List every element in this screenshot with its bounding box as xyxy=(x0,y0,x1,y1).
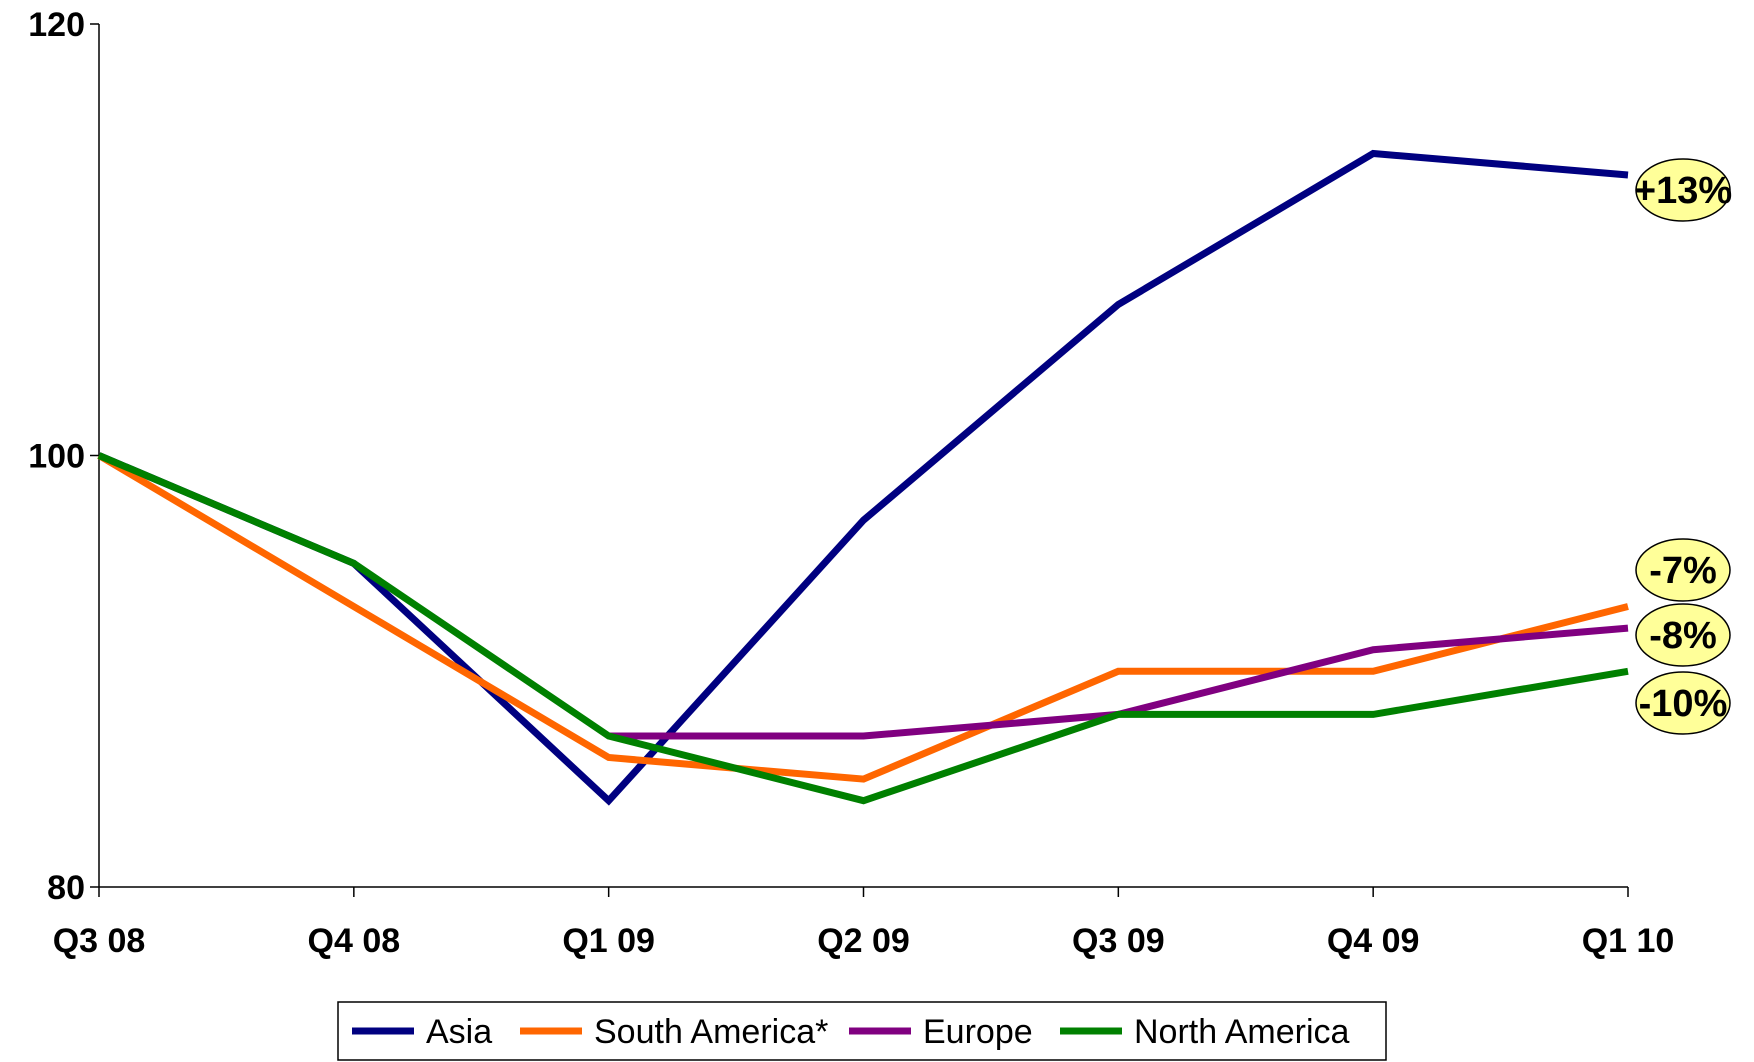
legend-label: Europe xyxy=(923,1013,1033,1051)
callout-0: +13% xyxy=(1634,158,1732,222)
callout-3: -10% xyxy=(1635,671,1731,735)
callout-ellipse xyxy=(1635,538,1731,602)
x-tick-label: Q2 09 xyxy=(817,922,910,960)
series-line-asia xyxy=(97,149,1629,806)
series-line-south-america xyxy=(97,452,1629,783)
callout-label: -7% xyxy=(1649,550,1717,592)
series-lines xyxy=(97,149,1629,806)
legend-label: Asia xyxy=(426,1013,492,1051)
series-line-north-america xyxy=(97,452,1629,805)
callout-1: -7% xyxy=(1635,538,1731,602)
callout-ellipse xyxy=(1635,603,1731,667)
end-callouts: +13% -7% -8% -10% xyxy=(1634,158,1732,735)
callout-ellipse xyxy=(1635,671,1731,735)
series-line-europe xyxy=(608,624,1629,740)
y-tick-label: 120 xyxy=(28,6,85,44)
x-tick-label: Q4 08 xyxy=(308,922,401,960)
legend-entry: Europe xyxy=(849,1013,1033,1051)
legend: Asia South America* Europe North America xyxy=(337,1001,1387,1061)
legend-label: South America* xyxy=(594,1013,828,1051)
x-tick-label: Q3 08 xyxy=(53,922,146,960)
axes: 120 100 80 Q3 08 Q4 08 Q1 09 Q2 09 Q3 09 Q4 09 Q1… xyxy=(28,6,1674,960)
callout-ellipse xyxy=(1635,158,1731,222)
x-tick-label: Q4 09 xyxy=(1327,922,1420,960)
y-tick-label: 100 xyxy=(28,438,85,476)
legend-entry: North America xyxy=(1060,1013,1349,1051)
y-tick-label: 80 xyxy=(47,869,85,907)
legend-entry: Asia xyxy=(352,1013,492,1051)
callout-label: +13% xyxy=(1634,170,1732,212)
x-tick-label: Q3 09 xyxy=(1072,922,1165,960)
legend-entry: South America* xyxy=(520,1013,828,1051)
x-tick-label: Q1 09 xyxy=(562,922,655,960)
legend-label: North America xyxy=(1134,1013,1349,1051)
callout-label: -8% xyxy=(1649,615,1717,657)
callout-label: -10% xyxy=(1639,683,1728,725)
x-tick-label: Q1 10 xyxy=(1582,922,1675,960)
callout-2: -8% xyxy=(1635,603,1731,667)
